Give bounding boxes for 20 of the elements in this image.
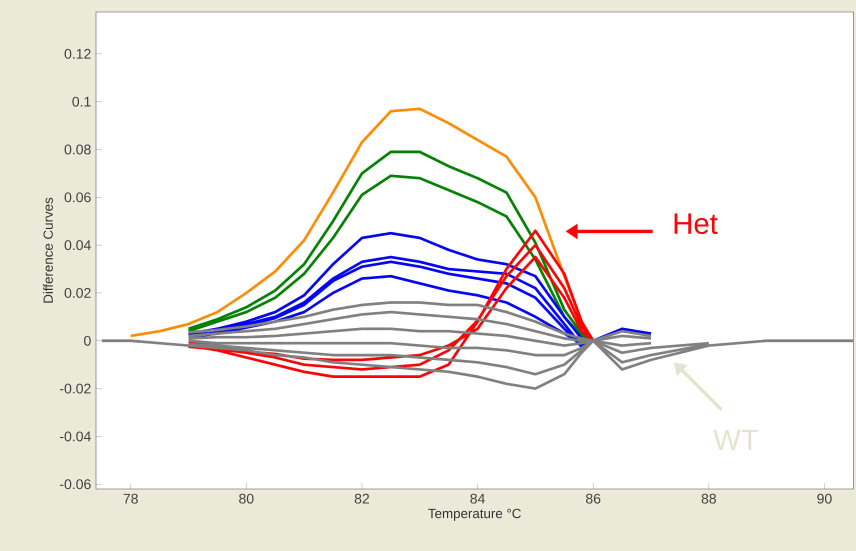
- y-axis-title: Difference Curves: [43, 198, 53, 303]
- y-tick-label: 0.1: [72, 96, 91, 107]
- x-tick-label: 78: [124, 494, 138, 504]
- x-tick-label: 88: [702, 494, 716, 504]
- y-tick-label: 0.06: [64, 192, 91, 202]
- x-tick-label: 90: [817, 494, 832, 504]
- x-tick-label: 82: [354, 494, 370, 504]
- y-tick-label: 0.04: [64, 240, 91, 250]
- x-tick-label: 86: [586, 494, 600, 504]
- x-axis-title: Temperature °C: [428, 508, 521, 521]
- y-tick-label: -0.02: [60, 384, 91, 394]
- x-tick-label: 84: [470, 494, 485, 504]
- y-tick-label: 0.02: [64, 288, 91, 298]
- y-tick-label: 0.12: [64, 48, 91, 59]
- y-tick-label: -0.04: [60, 431, 91, 442]
- y-tick-label: -0.06: [60, 479, 91, 490]
- annotation: Het: [674, 214, 718, 234]
- y-tick-label: 0.08: [64, 144, 91, 154]
- x-tick-label: 80: [239, 494, 254, 504]
- y-tick-label: 0: [84, 336, 91, 346]
